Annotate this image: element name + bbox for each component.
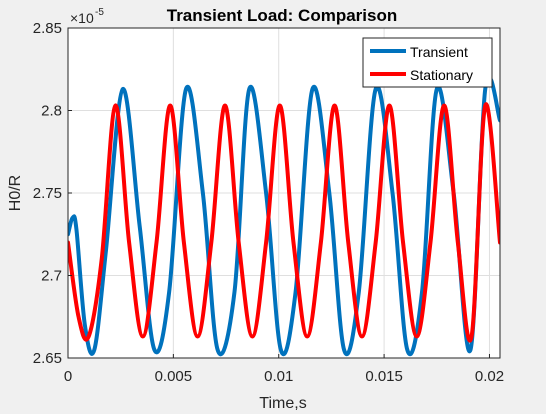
y-exponent-base: ×10 — [70, 10, 94, 26]
y-exponent-power: -5 — [95, 7, 104, 18]
y-tick-label: 2.8 — [41, 103, 62, 120]
legend: Transient Stationary — [362, 37, 493, 88]
x-tick-label: 0.005 — [155, 368, 193, 385]
y-axis-label: H0/R — [7, 175, 24, 211]
x-tick-label: 0.01 — [264, 368, 293, 385]
x-tick-label: 0.02 — [475, 368, 504, 385]
chart-title: Transient Load: Comparison — [167, 6, 397, 25]
series-lines — [68, 75, 500, 357]
y-tick-label: 2.75 — [33, 185, 62, 202]
y-tick-label: 2.7 — [41, 268, 62, 285]
series-line-stationary — [68, 102, 500, 343]
x-axis-label: Time,s — [259, 395, 306, 412]
y-tick-label: 2.85 — [33, 20, 62, 37]
legend-label-transient: Transient — [410, 44, 468, 60]
x-tick-label: 0 — [64, 368, 72, 385]
y-tick-label: 2.65 — [33, 350, 62, 367]
axis-ticks: 0 0.005 0.01 0.015 0.02 2.65 2.7 2.75 2.8 2.85 — [33, 20, 504, 385]
legend-label-stationary: Stationary — [410, 67, 473, 83]
x-tick-label: 0.015 — [365, 368, 403, 385]
series-line-transient — [68, 75, 500, 357]
legend-box — [362, 37, 493, 88]
